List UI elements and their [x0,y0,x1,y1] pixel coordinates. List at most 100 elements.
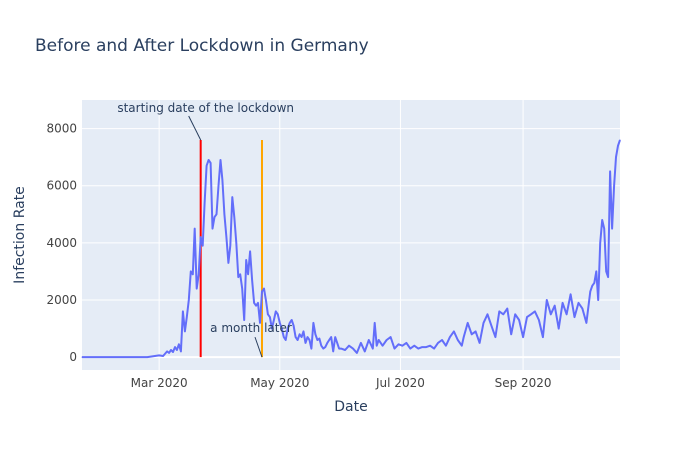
y-tick-label: 2000 [46,293,77,307]
data-point [589,290,591,292]
data-point [364,350,366,352]
data-point [617,145,619,147]
data-point [619,139,621,141]
data-point [314,333,316,335]
data-point [514,313,516,315]
data-point [202,245,204,247]
data-point [283,336,285,338]
data-point [461,345,463,347]
data-point [368,339,370,341]
data-point [324,346,326,348]
data-point [429,345,431,347]
data-point [188,299,190,301]
data-point [210,162,212,164]
data-point [152,355,154,357]
data-point [239,273,241,275]
data-point [312,322,314,324]
data-point [168,352,170,354]
series-layer [81,139,621,359]
data-point [382,345,384,347]
data-point [344,349,346,351]
data-point [601,219,603,221]
plot-area [82,100,620,370]
data-point [546,299,548,301]
grid [82,100,620,370]
data-point [306,336,308,338]
data-point [194,228,196,230]
data-point [293,325,295,327]
data-point [245,259,247,261]
data-point [405,342,407,344]
data-point [390,336,392,338]
chart-title: Before and After Lockdown in Germany [35,36,369,56]
data-point [374,322,376,324]
data-point [401,345,403,347]
data-point [271,328,273,330]
data-point [409,348,411,350]
data-point [570,293,572,295]
data-point [273,319,275,321]
data-point [186,316,188,318]
data-point [289,322,291,324]
data-point [380,342,382,344]
data-point [554,305,556,307]
data-point [449,336,451,338]
data-point [585,322,587,324]
data-point [611,228,613,230]
data-point [593,282,595,284]
data-point [332,350,334,352]
data-point [356,352,358,354]
data-point [229,245,231,247]
x-tick-label: Sep 2020 [495,376,552,390]
data-point [498,310,500,312]
data-point [518,319,520,321]
data-point [259,322,261,324]
data-point [340,348,342,350]
data-point [184,330,186,332]
data-point [303,330,305,332]
x-tick-label: Jul 2020 [375,376,425,390]
data-point [219,159,221,161]
data-point [231,196,233,198]
data-point [146,356,148,358]
data-point [421,346,423,348]
x-tick-label: May 2020 [250,376,309,390]
data-point [457,339,459,341]
data-point [577,302,579,304]
data-point [320,345,322,347]
data-point [510,333,512,335]
data-point [463,336,465,338]
data-point [605,270,607,272]
data-point [109,356,111,358]
data-point [386,339,388,341]
data-point [326,342,328,344]
data-point [269,316,271,318]
data-point [433,348,435,350]
data-point [297,339,299,341]
data-point [255,305,257,307]
annotation-arrow-month-later [254,336,263,358]
y-tick-label: 0 [69,350,77,364]
data-point [253,302,255,304]
data-point [136,356,138,358]
data-point [192,273,194,275]
data-point [235,242,237,244]
data-point [287,328,289,330]
data-point [190,270,192,272]
tick-labels: Mar 2020 May 2020 Jul 2020 Sep 2020 0 2000 400… [46,122,551,390]
data-point [562,302,564,304]
data-point [277,313,279,315]
data-point [237,276,239,278]
data-point [172,351,174,353]
data-point [595,270,597,272]
data-point [178,343,180,345]
data-point [581,308,583,310]
data-point [182,310,184,312]
data-point [249,250,251,252]
data-point [223,213,225,215]
data-point [506,308,508,310]
data-point [534,310,536,312]
data-point [334,336,336,338]
data-point [376,345,378,347]
